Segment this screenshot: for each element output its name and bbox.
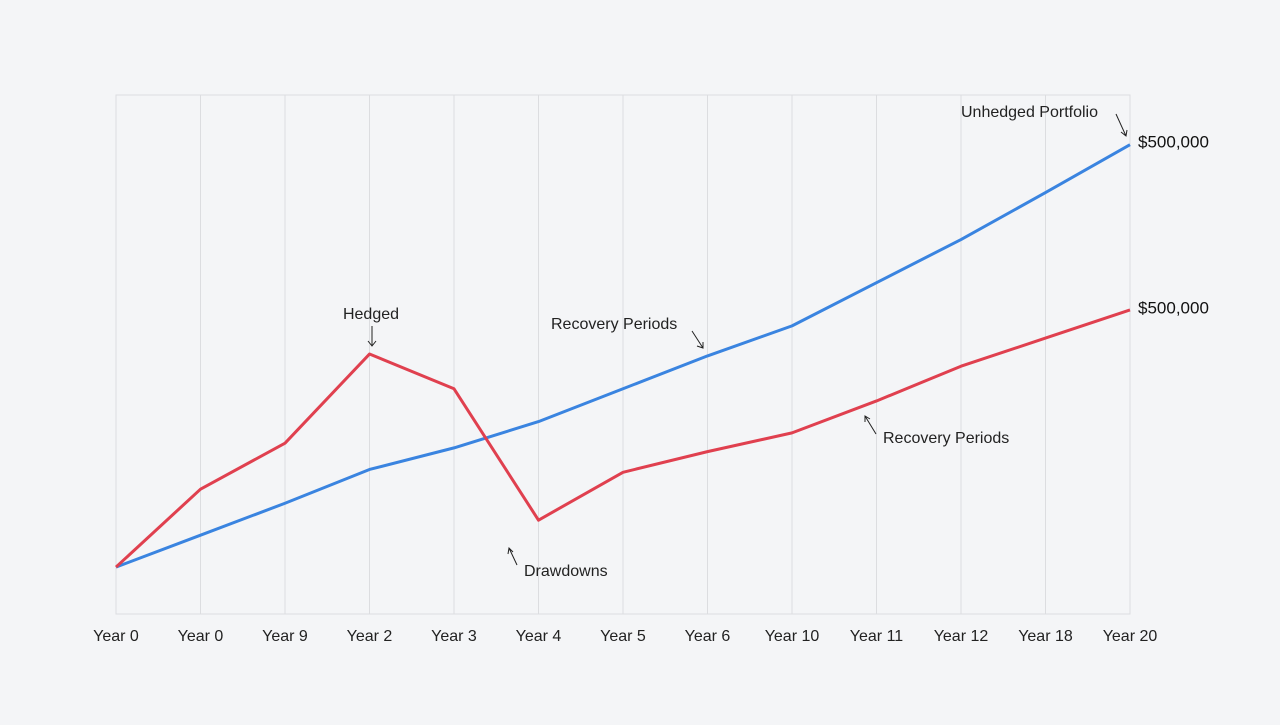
end-label: $500,000	[1138, 298, 1209, 317]
annotation: Drawdowns	[524, 563, 608, 580]
x-tick-label: Year 11	[850, 628, 903, 645]
series-label: Unhedged Portfolio	[961, 104, 1098, 121]
x-tick-label: Year 12	[934, 628, 989, 645]
annotation: Recovery Periods	[551, 316, 677, 333]
x-tick-label: Year 0	[178, 628, 224, 645]
x-tick-label: Year 18	[1018, 628, 1073, 645]
x-tick-label: Year 3	[431, 628, 477, 645]
end-label: $500,000	[1138, 132, 1209, 151]
grid	[115, 95, 1131, 614]
series-label: Hedged	[343, 306, 399, 323]
arrow	[691, 330, 704, 349]
arrow	[864, 415, 877, 435]
x-tick-label: Year 0	[93, 628, 139, 645]
series-line	[115, 143, 1131, 569]
x-tick-label: Year 4	[516, 628, 562, 645]
x-tick-label: Year 10	[765, 628, 820, 645]
x-tick-label: Year 6	[685, 628, 731, 645]
x-tick-label: Year 2	[347, 628, 393, 645]
series-line	[114, 308, 1131, 569]
x-tick-label: Year 20	[1103, 628, 1158, 645]
arrow	[507, 546, 518, 566]
arrow	[1115, 113, 1128, 137]
arrow	[367, 326, 377, 347]
annotation: Recovery Periods	[883, 430, 1009, 447]
lines	[114, 143, 1131, 569]
x-tick-label: Year 9	[262, 628, 308, 645]
x-tick-label: Year 5	[600, 628, 646, 645]
